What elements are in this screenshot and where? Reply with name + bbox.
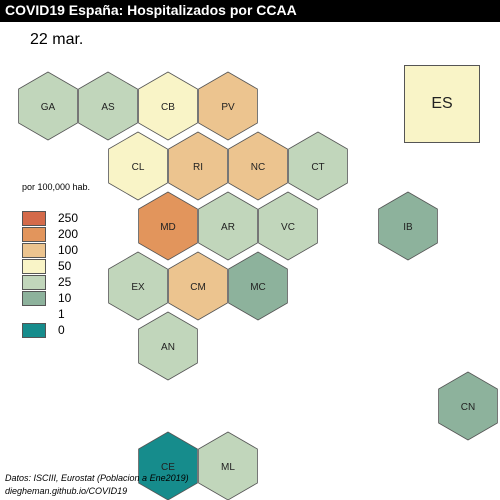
legend-swatch: [22, 243, 46, 258]
region-hex: [18, 71, 78, 141]
region-ct: CT: [288, 131, 348, 201]
title-bar: COVID19 España: Hospitalizados por CCAA: [0, 0, 500, 22]
region-ri: RI: [168, 131, 228, 201]
region-label: CT: [311, 162, 324, 173]
region-label: CB: [161, 102, 175, 113]
region-hex: [378, 191, 438, 261]
region-ga: GA: [18, 71, 78, 141]
legend-label: 100: [58, 243, 79, 257]
region-label: AS: [101, 102, 115, 113]
region-hex: [168, 251, 228, 321]
legend-swatch: [22, 323, 46, 338]
region-hex: [138, 311, 198, 381]
legend-label: 50: [58, 259, 72, 273]
date-label: 22 mar.: [30, 31, 84, 48]
region-label: CL: [132, 162, 145, 173]
region-hex: [258, 191, 318, 261]
region-label: CM: [190, 282, 206, 293]
region-hex: [108, 131, 168, 201]
region-cb: CB: [138, 71, 198, 141]
region-an: AN: [138, 311, 198, 381]
region-label: CE: [161, 462, 175, 473]
region-hex: [228, 131, 288, 201]
region-mc: MC: [228, 251, 288, 321]
region-label: VC: [281, 222, 295, 233]
region-cl: CL: [108, 131, 168, 201]
national-label: ES: [431, 95, 453, 112]
region-hex: [168, 131, 228, 201]
legend-label: 0: [58, 323, 65, 337]
source-note: Datos: ISCIII, Eurostat (Poblacion a Ene…: [5, 473, 189, 483]
region-label: AR: [221, 222, 235, 233]
region-label: ML: [221, 462, 235, 473]
legend-label: 25: [58, 275, 72, 289]
region-vc: VC: [258, 191, 318, 261]
region-label: MC: [250, 282, 266, 293]
region-label: EX: [131, 282, 145, 293]
region-hex: [138, 71, 198, 141]
legend-title: por 100,000 hab.: [22, 182, 91, 192]
region-md: MD: [138, 191, 198, 261]
legend-swatch: [22, 291, 46, 306]
legend-swatch: [22, 227, 46, 242]
region-hex: [288, 131, 348, 201]
region-label: RI: [193, 162, 203, 173]
region-label: PV: [221, 102, 235, 113]
region-label: IB: [403, 222, 413, 233]
region-hex: [438, 371, 498, 441]
national-box: ES: [404, 65, 480, 143]
region-ce: CE: [138, 431, 198, 500]
region-ex: EX: [108, 251, 168, 321]
region-label: NC: [251, 162, 265, 173]
region-ar: AR: [198, 191, 258, 261]
region-pv: PV: [198, 71, 258, 141]
chart-title: COVID19 España: Hospitalizados por CCAA: [5, 2, 297, 18]
legend-label: 200: [58, 227, 79, 241]
region-ib: IB: [378, 191, 438, 261]
legend-label: 1: [58, 307, 65, 321]
source-url: diegheman.github.io/COVID19: [5, 486, 128, 496]
legend-swatch: [22, 259, 46, 274]
region-hex: [108, 251, 168, 321]
region-label: AN: [161, 342, 175, 353]
legend-label: 250: [58, 211, 79, 225]
region-cn: CN: [438, 371, 498, 441]
region-cm: CM: [168, 251, 228, 321]
region-nc: NC: [228, 131, 288, 201]
region-hex: [138, 191, 198, 261]
region-hex: [198, 191, 258, 261]
legend-swatch: [22, 211, 46, 226]
region-hex: [198, 71, 258, 141]
region-hex: [198, 431, 258, 500]
region-as: AS: [78, 71, 138, 141]
region-label: CN: [461, 402, 475, 413]
region-label: MD: [160, 222, 176, 233]
region-hex: [138, 431, 198, 500]
region-hex: [78, 71, 138, 141]
region-label: GA: [41, 102, 56, 113]
region-hex: [228, 251, 288, 321]
region-ml: ML: [198, 431, 258, 500]
legend-swatch: [22, 275, 46, 290]
legend-label: 10: [58, 291, 72, 305]
